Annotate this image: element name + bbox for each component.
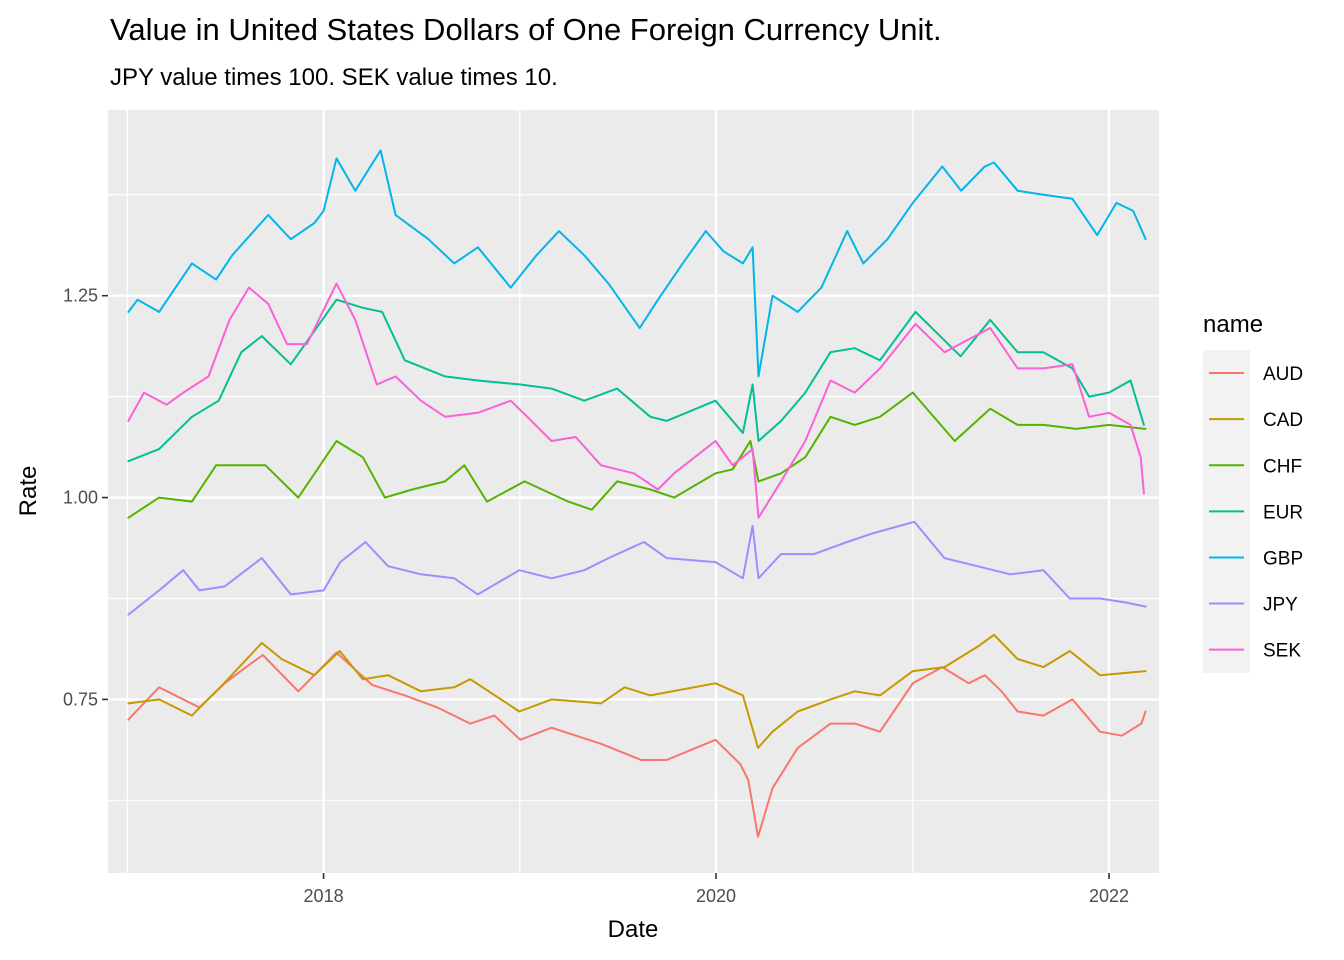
x-tick-label: 2020	[696, 886, 736, 906]
series-line-chf	[127, 391, 1147, 519]
series-line-eur	[127, 298, 1145, 463]
x-tick-label: 2018	[304, 886, 344, 906]
legend-label-gbp: GBP	[1263, 548, 1303, 569]
y-tick-label: 1.25	[63, 286, 98, 306]
legend-label-sek: SEK	[1263, 641, 1301, 662]
chart-subtitle: JPY value times 100. SEK value times 10.	[110, 64, 558, 91]
series-line-sek	[127, 282, 1145, 519]
legend: name AUD CAD CHF EUR GBP JPY SEK	[1203, 311, 1303, 673]
x-tick-label: 2022	[1089, 886, 1129, 906]
major-gridlines	[108, 110, 1159, 873]
series-line-gbp	[127, 149, 1147, 378]
legend-title: name	[1203, 311, 1263, 338]
x-axis: 2018 2020 2022	[304, 873, 1129, 906]
legend-label-eur: EUR	[1263, 502, 1303, 523]
legend-label-aud: AUD	[1263, 364, 1303, 385]
series-line-jpy	[127, 520, 1147, 616]
minor-gridlines	[108, 110, 1159, 873]
y-axis: 0.75 1.00 1.25	[63, 286, 108, 709]
series-lines	[127, 149, 1147, 838]
series-line-cad	[127, 633, 1147, 749]
y-axis-title: Rate	[15, 466, 42, 517]
plot-panel	[108, 110, 1159, 873]
legend-label-chf: CHF	[1263, 456, 1302, 477]
y-tick-label: 0.75	[63, 689, 98, 709]
legend-label-jpy: JPY	[1263, 595, 1298, 616]
chart-title: Value in United States Dollars of One Fo…	[110, 12, 942, 47]
legend-label-cad: CAD	[1263, 410, 1303, 431]
x-axis-title: Date	[608, 916, 659, 943]
y-tick-label: 1.00	[63, 488, 98, 508]
series-line-aud	[127, 651, 1147, 838]
